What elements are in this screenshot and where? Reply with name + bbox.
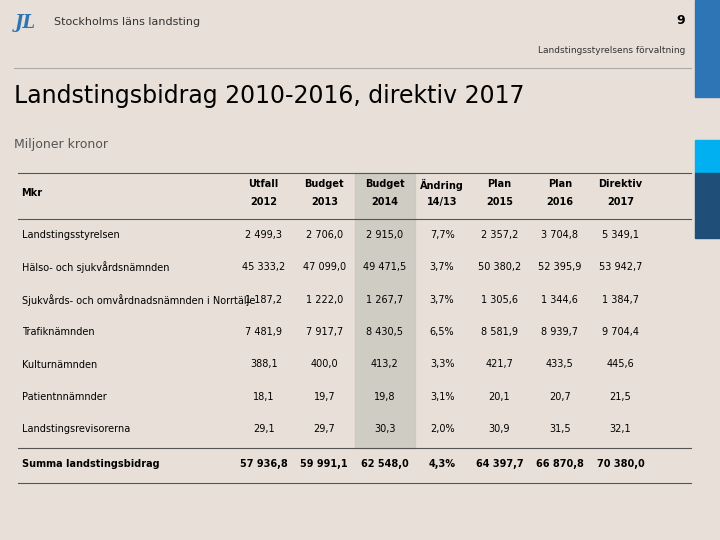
- Text: 31,5: 31,5: [549, 424, 571, 434]
- Text: 1 187,2: 1 187,2: [245, 295, 282, 305]
- Text: Utfall: Utfall: [248, 179, 279, 190]
- Text: 62 548,0: 62 548,0: [361, 460, 409, 469]
- Bar: [695, 173, 720, 238]
- Text: 18,1: 18,1: [253, 392, 274, 402]
- Text: Plan: Plan: [487, 179, 511, 190]
- Text: 8 430,5: 8 430,5: [366, 327, 403, 337]
- Text: 3,7%: 3,7%: [430, 262, 454, 272]
- Text: 4,3%: 4,3%: [428, 460, 456, 469]
- Text: Ändring: Ändring: [420, 179, 464, 191]
- Text: 2017: 2017: [607, 197, 634, 207]
- Text: 2 915,0: 2 915,0: [366, 230, 403, 240]
- Text: 3,7%: 3,7%: [430, 295, 454, 305]
- Text: 70 380,0: 70 380,0: [597, 460, 644, 469]
- Text: 6,5%: 6,5%: [430, 327, 454, 337]
- Text: 5 349,1: 5 349,1: [602, 230, 639, 240]
- Text: Summa landstingsbidrag: Summa landstingsbidrag: [22, 460, 159, 469]
- Text: 8 939,7: 8 939,7: [541, 327, 578, 337]
- Text: 1 305,6: 1 305,6: [481, 295, 518, 305]
- Text: 45 333,2: 45 333,2: [242, 262, 285, 272]
- Text: 30,3: 30,3: [374, 424, 396, 434]
- Text: 2012: 2012: [251, 197, 277, 207]
- Text: 59 991,1: 59 991,1: [300, 460, 348, 469]
- Text: 7 481,9: 7 481,9: [246, 327, 282, 337]
- Text: Trafiknämnden: Trafiknämnden: [22, 327, 94, 337]
- Text: Mkr: Mkr: [22, 188, 42, 198]
- Text: 3,3%: 3,3%: [430, 360, 454, 369]
- Text: 2013: 2013: [311, 197, 338, 207]
- Text: 9: 9: [677, 14, 685, 26]
- Text: Landstingsstyrelsen: Landstingsstyrelsen: [22, 230, 120, 240]
- Text: Kulturnämnden: Kulturnämnden: [22, 360, 97, 369]
- Text: 47 099,0: 47 099,0: [302, 262, 346, 272]
- Text: 19,7: 19,7: [313, 392, 335, 402]
- Text: 2 706,0: 2 706,0: [306, 230, 343, 240]
- Text: 388,1: 388,1: [250, 360, 277, 369]
- Text: 29,7: 29,7: [313, 424, 336, 434]
- Text: JL: JL: [14, 14, 35, 31]
- Text: 3 704,8: 3 704,8: [541, 230, 578, 240]
- Text: Budget: Budget: [365, 179, 405, 190]
- Text: 50 380,2: 50 380,2: [477, 262, 521, 272]
- Text: 1 344,6: 1 344,6: [541, 295, 578, 305]
- Text: 66 870,8: 66 870,8: [536, 460, 584, 469]
- Text: 8 581,9: 8 581,9: [481, 327, 518, 337]
- Text: 14/13: 14/13: [427, 197, 457, 207]
- Text: 1 267,7: 1 267,7: [366, 295, 403, 305]
- Text: 30,9: 30,9: [489, 424, 510, 434]
- Text: Plan: Plan: [548, 179, 572, 190]
- Text: 2015: 2015: [486, 197, 513, 207]
- Text: 400,0: 400,0: [310, 360, 338, 369]
- Text: 433,5: 433,5: [546, 360, 574, 369]
- Text: Stockholms läns landsting: Stockholms läns landsting: [54, 17, 200, 28]
- Text: 20,7: 20,7: [549, 392, 571, 402]
- Text: Hälso- och sjukvårdsnämnden: Hälso- och sjukvårdsnämnden: [22, 261, 169, 273]
- Text: 2,0%: 2,0%: [430, 424, 454, 434]
- Text: 1 384,7: 1 384,7: [602, 295, 639, 305]
- Bar: [355, 173, 415, 448]
- Text: Sjukvårds- och omvårdnadsnämnden i Norrtälje: Sjukvårds- och omvårdnadsnämnden i Norrt…: [22, 294, 255, 306]
- Text: Budget: Budget: [305, 179, 344, 190]
- Text: 53 942,7: 53 942,7: [599, 262, 642, 272]
- Text: 1 222,0: 1 222,0: [306, 295, 343, 305]
- Bar: [695, 140, 720, 173]
- Text: 52 395,9: 52 395,9: [539, 262, 582, 272]
- Text: Direktiv: Direktiv: [598, 179, 642, 190]
- Text: 9 704,4: 9 704,4: [602, 327, 639, 337]
- Text: 2 357,2: 2 357,2: [481, 230, 518, 240]
- Text: Landstingsbidrag 2010-2016, direktiv 2017: Landstingsbidrag 2010-2016, direktiv 201…: [14, 84, 525, 107]
- Text: 2016: 2016: [546, 197, 573, 207]
- Text: 21,5: 21,5: [610, 392, 631, 402]
- Text: Miljoner kronor: Miljoner kronor: [14, 138, 109, 151]
- Text: Landstingsstyrelsens förvaltning: Landstingsstyrelsens förvaltning: [538, 46, 685, 55]
- Text: 2 499,3: 2 499,3: [246, 230, 282, 240]
- Text: 57 936,8: 57 936,8: [240, 460, 287, 469]
- Text: 64 397,7: 64 397,7: [475, 460, 523, 469]
- Text: 3,1%: 3,1%: [430, 392, 454, 402]
- Text: 421,7: 421,7: [485, 360, 513, 369]
- Text: 2014: 2014: [372, 197, 398, 207]
- Text: 445,6: 445,6: [607, 360, 634, 369]
- Text: 49 471,5: 49 471,5: [364, 262, 407, 272]
- Text: 20,1: 20,1: [489, 392, 510, 402]
- Text: 413,2: 413,2: [371, 360, 399, 369]
- Text: Patientnnämnder: Patientnnämnder: [22, 392, 107, 402]
- Text: 19,8: 19,8: [374, 392, 396, 402]
- Text: Landstingsrevisorerna: Landstingsrevisorerna: [22, 424, 130, 434]
- Text: 7 917,7: 7 917,7: [306, 327, 343, 337]
- Text: 29,1: 29,1: [253, 424, 274, 434]
- Text: 7,7%: 7,7%: [430, 230, 454, 240]
- Bar: [695, 0, 720, 97]
- Text: 32,1: 32,1: [610, 424, 631, 434]
